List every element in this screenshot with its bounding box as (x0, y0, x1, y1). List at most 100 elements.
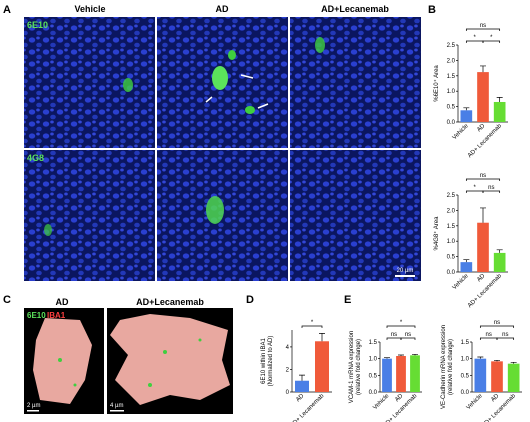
significance-bracket (465, 40, 484, 43)
y-tick-label: 1.5 (447, 224, 456, 230)
panel-label: D (246, 294, 254, 306)
significance-label: ns (494, 320, 500, 326)
y-tick-label: 1.0 (447, 89, 456, 95)
y-tick-label: 4 (286, 345, 290, 351)
significance-label: ns (485, 332, 491, 338)
significance-bracket (482, 190, 501, 193)
y-tick-label: 0 (286, 390, 290, 396)
x-tick-label: AD (476, 273, 487, 284)
significance-bracket (496, 337, 515, 340)
y-tick-label: 0.0 (447, 270, 456, 276)
bar (507, 363, 520, 392)
significance-label: * (490, 35, 493, 41)
bar (410, 355, 420, 392)
error-bar (319, 333, 325, 342)
significance-bracket (479, 337, 498, 340)
y-tick-label: 2.5 (447, 193, 456, 199)
x-tick-label: AD (394, 393, 405, 404)
significance-bracket (465, 190, 484, 193)
error-bar (412, 353, 418, 356)
y-axis-label: 6E10 within IBA1 (261, 337, 267, 383)
significance-bracket (482, 40, 501, 43)
bar-chart: 0.0 0.5 1.0 1.5 VCAM-1 mRNA expression (relat… (349, 320, 422, 422)
significance-label: * (473, 35, 476, 41)
error-bar (510, 361, 517, 364)
x-tick-label: AD (476, 123, 487, 134)
significance-label: ns (480, 23, 486, 29)
y-tick-label: 0.0 (461, 390, 470, 396)
bar (315, 341, 329, 392)
y-tick-label: 1.0 (369, 357, 378, 363)
stain-label: 6E10 (27, 311, 46, 320)
bar (477, 222, 489, 272)
significance-label: ns (405, 332, 411, 338)
column-header: AD+Lecanemab (136, 297, 204, 307)
y-tick-label: 0.5 (461, 373, 470, 379)
y-axis-label: VCAM-1 mRNA expression (349, 331, 355, 403)
significance-label: * (311, 320, 314, 326)
y-axis-label: VE-Cadherin mRNA expression (441, 325, 447, 409)
y-axis-label: (relative fold change) (448, 339, 454, 395)
significance-bracket (465, 28, 501, 31)
error-bar (477, 356, 484, 359)
y-tick-label: 2.0 (447, 208, 456, 214)
significance-label: ns (391, 332, 397, 338)
error-bar (398, 354, 404, 356)
y-tick-label: 1.5 (369, 340, 378, 346)
bar (460, 110, 473, 122)
significance-label: * (473, 185, 476, 191)
bar-chart: 0.0 0.5 1.0 1.5 VE-Cadherin mRNA expression(… (441, 320, 522, 422)
y-tick-label: 0.0 (447, 120, 456, 126)
panel-label: E (344, 294, 351, 306)
significance-bracket (465, 178, 501, 181)
scale-bar-label: 2 µm (27, 403, 40, 409)
y-axis-label: %6E10⁺ Area (433, 65, 440, 102)
bar (474, 358, 487, 392)
y-tick-label: 1.5 (461, 340, 470, 346)
x-tick-label: AD (295, 393, 306, 404)
scale-bar-label: 4 µm (110, 403, 123, 409)
y-tick-label: 2.5 (447, 43, 456, 49)
panel-a-images (24, 17, 421, 281)
bar (477, 72, 489, 122)
error-bar (496, 249, 503, 253)
scale-bar-label: 20 µm (397, 268, 414, 274)
panel-label: C (3, 294, 11, 306)
panel-c-images (24, 308, 233, 414)
y-axis-label: (relative fold change) (356, 339, 362, 395)
significance-bracket (386, 337, 402, 340)
y-tick-label: 1.5 (447, 74, 456, 80)
error-bar (463, 259, 470, 263)
significance-label: ns (488, 185, 494, 191)
y-tick-label: 0.0 (369, 390, 378, 396)
y-tick-label: 1.0 (447, 239, 456, 245)
error-bar (384, 357, 390, 359)
bar (491, 361, 503, 392)
bar (493, 101, 506, 122)
y-tick-label: 1.0 (461, 357, 470, 363)
error-bar (299, 374, 305, 381)
bar (382, 358, 392, 392)
column-header: AD (56, 297, 69, 307)
panel-label: A (3, 4, 11, 16)
significance-label: * (400, 320, 403, 326)
bar (493, 252, 506, 272)
significance-bracket (400, 337, 416, 340)
significance-label: ns (480, 173, 486, 179)
error-bar (463, 107, 470, 111)
stain-label: IBA1 (47, 311, 66, 320)
significance-bracket (386, 325, 416, 328)
x-tick-label: AD+ Lecanemab (289, 393, 325, 422)
error-bar (494, 359, 500, 362)
error-bar (480, 207, 486, 223)
row-label: 6E10 (27, 20, 48, 30)
row-label: 4G8 (27, 153, 44, 163)
error-bar (480, 65, 486, 73)
bar (460, 262, 473, 272)
x-tick-label: AD (490, 393, 501, 404)
significance-bracket (479, 325, 515, 328)
y-tick-label: 0.5 (447, 255, 456, 261)
